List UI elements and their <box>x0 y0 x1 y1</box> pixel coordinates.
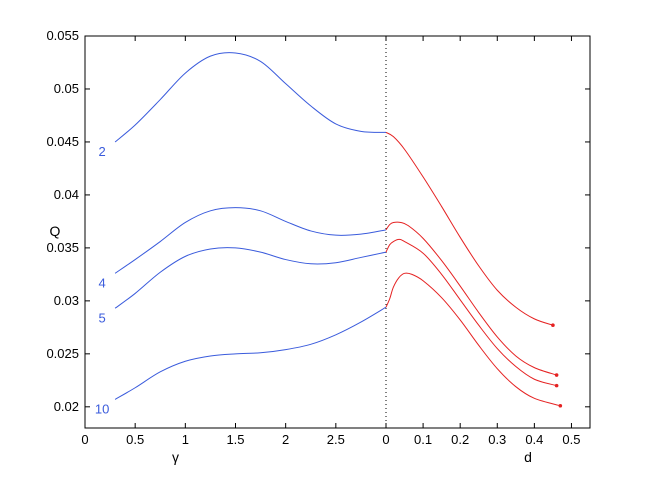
x-tick-label-gamma: 2.5 <box>327 432 345 447</box>
y-tick-label: 0.025 <box>46 346 79 361</box>
x-axis-title-gamma: γ <box>172 449 179 465</box>
y-tick-label: 0.035 <box>46 240 79 255</box>
series-endpoint-5 <box>554 383 559 388</box>
series-line-d-2 <box>385 131 554 326</box>
x-tick-label-d: 0.5 <box>562 432 580 447</box>
x-tick-label-d: 0.2 <box>451 432 469 447</box>
series-endpoint-2 <box>551 323 555 328</box>
series-line-gamma-10 <box>114 306 387 400</box>
x-tick-label-gamma: 0.5 <box>126 432 144 447</box>
series-label-10: 10 <box>95 401 109 416</box>
series-line-d-10 <box>385 272 561 407</box>
axes <box>84 35 591 429</box>
series-line-gamma-5 <box>114 247 387 309</box>
x-tick-label-gamma: 1.5 <box>226 432 244 447</box>
x-axis-title-d: d <box>524 449 532 465</box>
y-tick-label: 0.04 <box>54 187 79 202</box>
series-line-gamma-2 <box>114 52 387 143</box>
y-tick-label: 0.055 <box>46 28 79 43</box>
y-tick-label: 0.05 <box>54 81 79 96</box>
x-tick-label-d: 0.4 <box>525 432 543 447</box>
x-tick-label-d: 0.3 <box>488 432 506 447</box>
x-tick-label-d: 0.1 <box>414 432 432 447</box>
y-tick-label: 0.03 <box>54 293 79 308</box>
x-tick-label-gamma: 0 <box>81 432 88 447</box>
series-label-4: 4 <box>98 275 105 290</box>
series-line-gamma-4 <box>114 207 387 274</box>
labels: 0.02 0.025 0.03 0.035 0.04 0.045 0.05 0.055 0 0.5… <box>46 28 580 465</box>
series-endpoint-4 <box>554 373 559 377</box>
y-axis-title: Q <box>50 223 61 239</box>
series-line-d-5 <box>385 238 557 387</box>
x-tick-label-d: 0 <box>382 432 389 447</box>
series-label-2: 2 <box>98 144 105 159</box>
series-line-d-4 <box>385 221 557 376</box>
x-tick-label-gamma: 1 <box>182 432 189 447</box>
y-tick-label: 0.045 <box>46 134 79 149</box>
series-label-5: 5 <box>98 310 105 325</box>
series-layer <box>114 52 563 408</box>
series-endpoint-10 <box>558 403 563 408</box>
y-tick-label: 0.02 <box>54 399 79 414</box>
x-tick-label-gamma: 2 <box>282 432 289 447</box>
plot-frame <box>84 35 591 429</box>
